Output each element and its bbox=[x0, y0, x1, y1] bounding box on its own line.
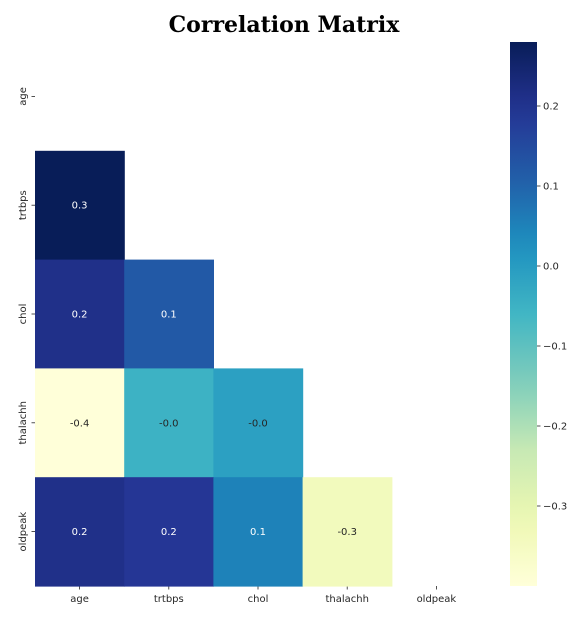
heatmap-cells: 0.3 0.2 0.1 -0.4 -0.0 -0.0 0.2 0.2 0.1 -0.3 bbox=[35, 150, 393, 587]
heatmap-cell-chol-age bbox=[35, 259, 125, 369]
heatmap-cell-thalachh-trtbps bbox=[124, 368, 214, 478]
colorbar-tick-label: −0.1 bbox=[543, 342, 567, 353]
heatmap-cell-thalachh-age bbox=[35, 368, 125, 478]
cell-value-label: -0.0 bbox=[159, 418, 179, 429]
y-tick-label-oldpeak: oldpeak bbox=[18, 512, 29, 552]
y-tick-label-thalachh: thalachh bbox=[18, 401, 29, 444]
y-tick-label-age: age bbox=[18, 87, 29, 106]
y-tick-label-trtbps: trtbps bbox=[18, 190, 29, 220]
x-tick-label-oldpeak: oldpeak bbox=[417, 594, 457, 605]
x-axis: age trtbps chol thalachh oldpeak bbox=[70, 586, 456, 605]
heatmap-cell-oldpeak-age bbox=[35, 477, 125, 587]
colorbar-tick-label: −0.3 bbox=[543, 502, 567, 513]
x-tick-label-trtbps: trtbps bbox=[154, 594, 184, 605]
heatmap-cell-thalachh-chol bbox=[213, 368, 304, 478]
cell-value-label: 0.3 bbox=[72, 201, 88, 212]
chart-title: Correlation Matrix bbox=[169, 12, 401, 38]
cell-value-label: 0.2 bbox=[161, 527, 177, 538]
y-tick-label-chol: chol bbox=[18, 304, 29, 325]
heatmap-cell-oldpeak-thalachh bbox=[302, 477, 393, 587]
colorbar-tick-label: 0.1 bbox=[543, 182, 559, 193]
heatmap-cell-oldpeak-chol bbox=[213, 477, 304, 587]
cell-value-label: -0.4 bbox=[70, 418, 90, 429]
heatmap-cell-trtbps-age bbox=[35, 150, 125, 261]
cell-value-label: 0.2 bbox=[72, 310, 88, 321]
x-tick-label-thalachh: thalachh bbox=[325, 594, 368, 605]
colorbar: 0.2 0.1 0.0 −0.1 −0.2 −0.3 bbox=[510, 42, 567, 586]
colorbar-gradient bbox=[510, 42, 537, 586]
colorbar-tick-label: −0.2 bbox=[543, 422, 567, 433]
y-axis: age trtbps chol thalachh oldpeak bbox=[18, 87, 35, 551]
colorbar-tick-label: 0.0 bbox=[543, 262, 559, 273]
cell-value-label: 0.1 bbox=[250, 527, 266, 538]
heatmap-cell-chol-trtbps bbox=[124, 259, 214, 369]
x-tick-label-chol: chol bbox=[248, 594, 269, 605]
cell-value-label: -0.0 bbox=[248, 418, 268, 429]
cell-value-label: -0.3 bbox=[337, 527, 357, 538]
heatmap-cell-oldpeak-trtbps bbox=[124, 477, 214, 587]
cell-value-label: 0.2 bbox=[72, 527, 88, 538]
cell-value-label: 0.1 bbox=[161, 310, 177, 321]
x-tick-label-age: age bbox=[70, 594, 89, 605]
colorbar-tick-label: 0.2 bbox=[543, 102, 559, 113]
